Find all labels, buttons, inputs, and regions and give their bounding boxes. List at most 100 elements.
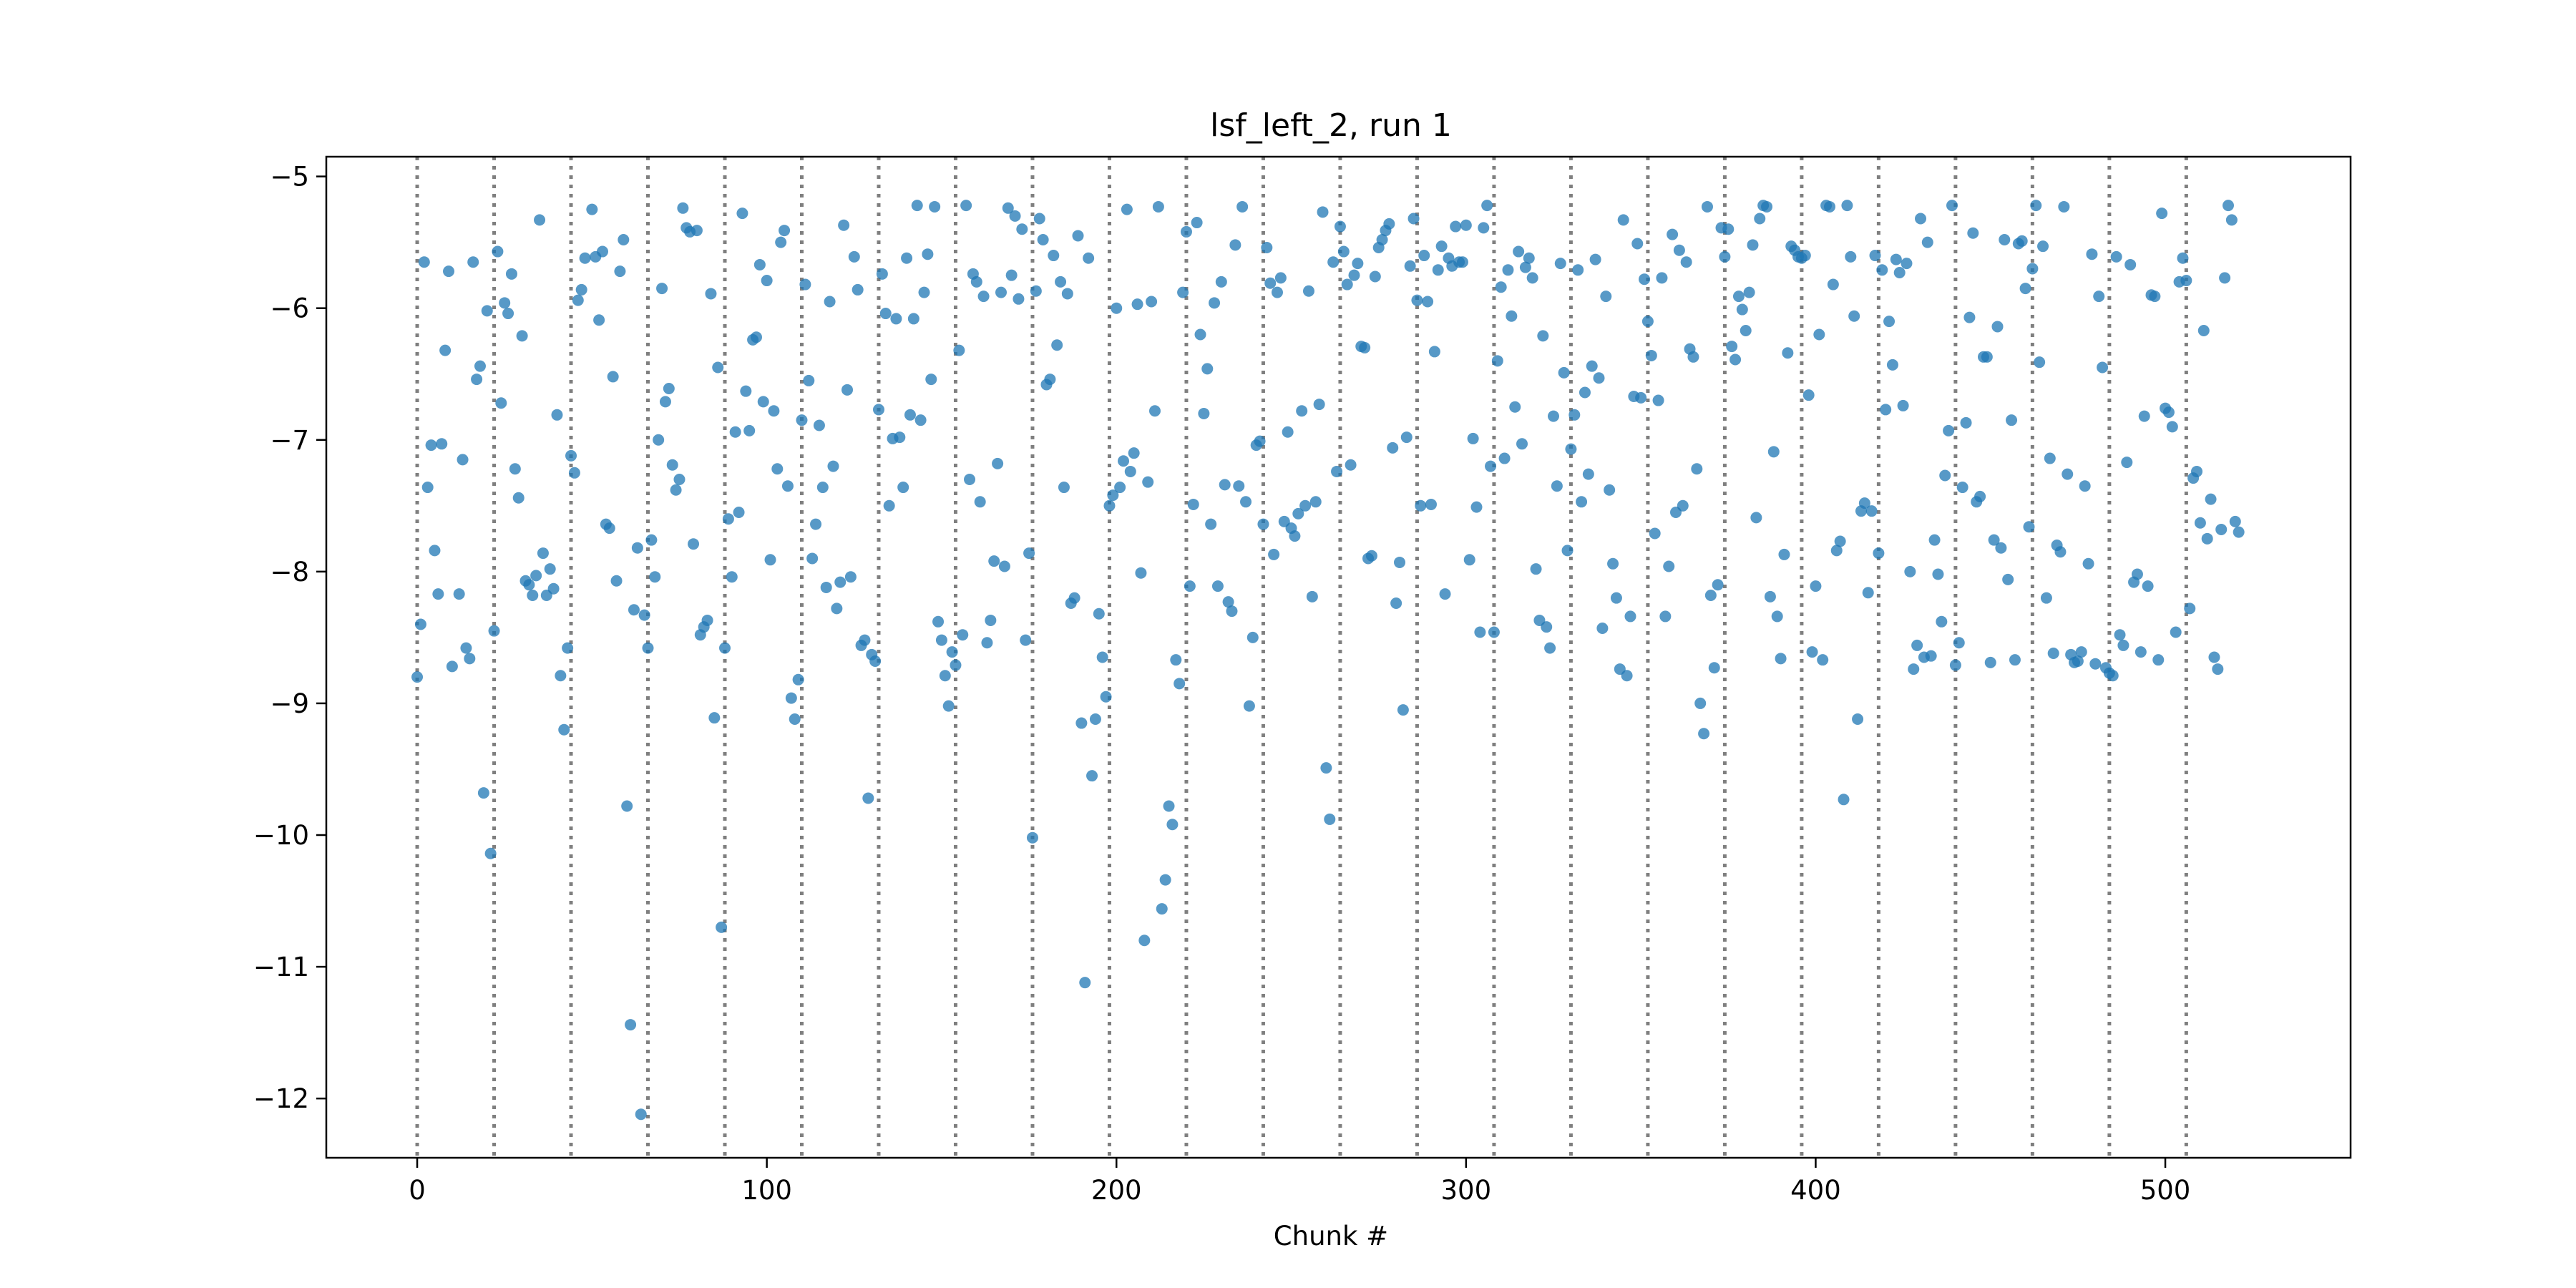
x-tick-label: 0 [409,1175,426,1206]
data-point [1663,560,1675,572]
data-point [1502,264,1514,276]
data-point [575,283,587,296]
data-point [1327,256,1340,268]
data-point [1572,264,1584,276]
data-point [457,454,469,466]
data-point [1418,250,1430,262]
data-point [1901,258,1913,270]
data-point [970,275,982,288]
data-point [1865,505,1878,517]
data-point [1617,214,1629,226]
data-point [1652,394,1664,406]
data-point [712,361,724,374]
data-point [2026,263,2039,275]
data-point [2002,573,2014,585]
data-point [977,291,990,303]
data-point [1187,498,1199,510]
data-point [1838,794,1850,806]
data-point [2107,670,2119,682]
data-point [1631,238,1644,250]
data-point [1334,220,1346,233]
data-point [820,581,832,593]
data-point [1037,233,1049,245]
data-point [2138,410,2150,422]
data-point [1677,499,1689,512]
data-point [708,712,721,724]
data-point [2219,272,2231,284]
data-point [1949,659,1961,671]
data-point [1778,548,1790,560]
data-point [1589,253,1601,265]
data-point [2205,493,2217,505]
data-point [2019,283,2031,295]
data-point [1205,518,1217,530]
data-point [1002,202,1014,214]
data-point [1292,507,1304,519]
data-point [1530,563,1542,575]
data-point [2197,324,2210,336]
data-point [1400,431,1413,444]
data-point [838,219,850,231]
data-point [1030,285,1042,297]
data-point [474,360,486,372]
data-point [740,385,752,397]
x-tick-label: 300 [1441,1175,1492,1206]
data-point [841,384,854,396]
data-point [2006,414,2018,426]
data-point [2030,200,2042,212]
data-point [1890,253,1902,265]
data-point [460,642,472,654]
data-point [610,575,623,587]
data-point [810,518,822,530]
data-point [1904,565,1916,577]
data-point [918,286,930,298]
data-point [558,723,570,736]
data-point [1981,351,1993,363]
data-point [1404,260,1416,272]
data-point [775,236,787,248]
data-point [2229,515,2241,527]
data-point [603,522,615,535]
data-point [2079,480,2091,492]
data-point [1551,480,1563,492]
data-point [425,439,437,452]
data-point [1282,426,1294,438]
data-point [1649,527,1661,540]
data-point [464,653,476,665]
data-point [1747,239,1759,251]
data-point [1485,460,1497,472]
data-point [1523,252,1535,264]
data-point [907,313,919,325]
data-point [2184,602,2196,615]
data-point [1345,459,1357,471]
data-point [439,344,452,356]
plot-frame [325,155,2352,1159]
data-point [1009,210,1021,222]
data-point [1495,281,1507,293]
data-point [2054,546,2067,558]
data-point [1135,567,1147,579]
data-point [628,604,640,616]
data-point [813,419,825,431]
data-point [488,625,500,637]
data-point [1261,242,1273,254]
data-point [477,787,489,799]
data-point [1428,346,1440,358]
data-point [1439,588,1451,600]
data-point [1767,446,1780,458]
data-point [771,463,784,475]
data-point [1299,499,1312,512]
data-point [2149,291,2161,303]
data-point [1191,217,1203,229]
data-point [1337,245,1350,258]
data-point [1722,223,1735,235]
data-point [1621,670,1633,682]
data-point [1229,239,1241,251]
data-point [1558,366,1570,379]
data-point [824,296,836,308]
data-point [1289,530,1301,542]
data-point [1911,639,1923,651]
data-point [1810,580,1822,592]
data-point [1852,713,1864,726]
data-point [1732,291,1745,303]
